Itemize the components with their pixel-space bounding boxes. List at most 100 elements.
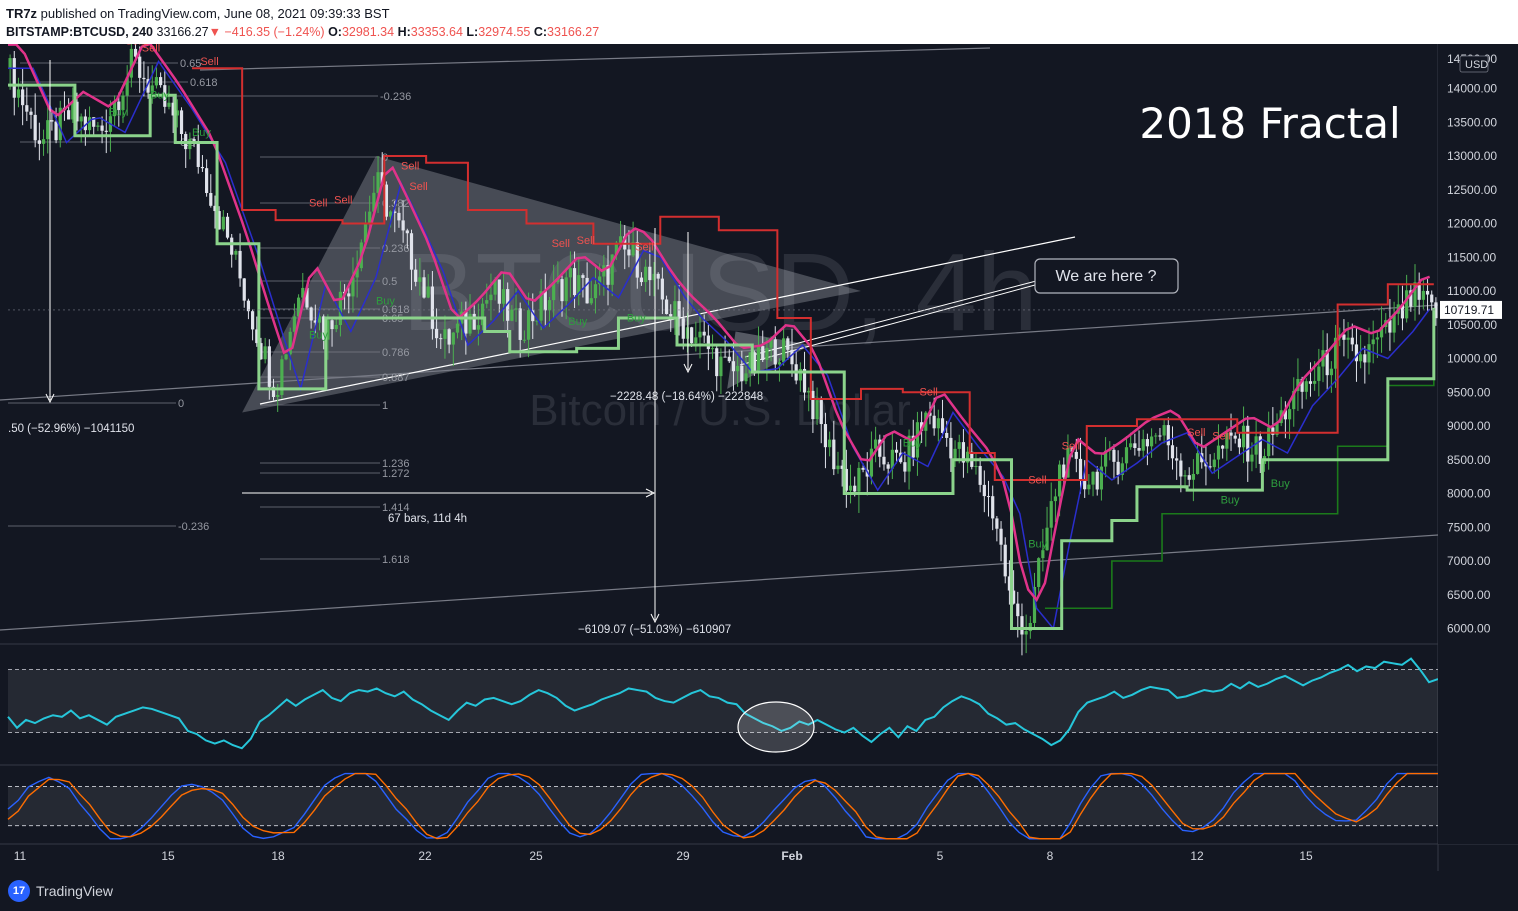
- candle-body: [543, 291, 547, 311]
- sell-signal-label: Sell: [309, 198, 327, 210]
- candle-body: [480, 303, 485, 326]
- candle-body: [121, 95, 125, 111]
- candle-body: [1250, 454, 1254, 462]
- candle-body: [890, 449, 894, 469]
- candle-body: [363, 222, 368, 243]
- candle-body: [765, 347, 769, 361]
- candle-body: [372, 192, 376, 212]
- candle-body: [468, 313, 472, 334]
- candle-body: [978, 465, 982, 485]
- candle-body: [1120, 463, 1124, 475]
- candle-body: [727, 356, 731, 362]
- candle-body: [999, 528, 1003, 545]
- sell-signal-label: Sell: [1062, 441, 1080, 453]
- candle-body: [1003, 544, 1007, 577]
- price-axis[interactable]: 14000.00 13500.00 13000.00 12500.00 12000.00…: [8, 44, 1518, 844]
- candle-body: [1083, 480, 1087, 490]
- candle-body: [434, 328, 439, 339]
- candle-body: [405, 230, 409, 234]
- candle-body: [37, 140, 41, 144]
- candle-body: [92, 117, 96, 127]
- high-label: H:: [397, 25, 411, 39]
- candle-body: [1371, 339, 1375, 345]
- candle-body: [1287, 409, 1292, 420]
- price-tick: 7000.00: [1447, 554, 1491, 568]
- fib-level-label: 1.618: [382, 554, 410, 566]
- fib-level-label: 0.618: [190, 77, 218, 89]
- candle-body: [485, 300, 489, 304]
- chart-area[interactable]: BTCUSD, 4h Bitcoin / U.S. Dollar 00.3820…: [0, 44, 1518, 871]
- candle-body: [397, 212, 401, 221]
- tradingview-logo-icon: 17: [8, 880, 30, 902]
- candle-body: [861, 467, 865, 470]
- candle-body: [330, 320, 334, 330]
- candle-body: [238, 250, 242, 279]
- buy-signal-label: Buy: [1028, 539, 1047, 551]
- candle-body: [263, 346, 267, 360]
- candle-body: [133, 48, 138, 57]
- price-tick: 11500.00: [1447, 250, 1496, 264]
- measure-label-3: −6109.07 (−51.03%) −610907: [578, 624, 731, 636]
- candle-body: [911, 435, 915, 458]
- fib-level-label: 1.414: [382, 502, 410, 514]
- fib-level-label: 0.5: [382, 276, 397, 288]
- sell-signal-label: Sell: [635, 242, 653, 254]
- candle-body: [271, 386, 276, 398]
- candle-body: [1283, 410, 1287, 420]
- time-axis[interactable]: 11 15 18 22 25 29 Feb 5 8 12 15: [14, 849, 1313, 863]
- candle-body: [936, 418, 940, 429]
- candle-body: [1007, 576, 1012, 591]
- candle-body: [313, 320, 317, 323]
- candle-body: [259, 343, 263, 360]
- candle-body: [1141, 439, 1145, 451]
- candle-body: [21, 89, 25, 106]
- candle-body: [225, 216, 230, 238]
- candle-body: [506, 289, 510, 321]
- candle-body: [736, 365, 740, 372]
- buy-signal-label: Buy: [1221, 495, 1240, 507]
- price-change: −416.35 (−1.24%): [224, 25, 325, 39]
- stoch-pane: 100.0050.000.00: [7, 767, 1484, 846]
- fib-level-label: 0.618: [382, 304, 410, 316]
- low-value: 32974.55: [478, 25, 531, 39]
- candle-body: [447, 329, 451, 345]
- supertrend-dark-green-line: [1044, 361, 1435, 610]
- candle-body: [1221, 445, 1225, 449]
- candle-body: [1216, 445, 1221, 460]
- candle-body: [1229, 432, 1233, 436]
- candle-body: [1417, 282, 1421, 300]
- candle-body: [230, 237, 234, 255]
- supertrend-red-line: [191, 67, 1434, 481]
- candle-body: [205, 168, 209, 194]
- candle-body: [782, 338, 786, 363]
- candle-body: [907, 435, 911, 472]
- candle-body: [1011, 590, 1016, 604]
- tradingview-logo[interactable]: 17 TradingView: [8, 880, 113, 902]
- candle-body: [982, 484, 986, 497]
- candle-body: [1208, 466, 1212, 468]
- candle-body: [493, 279, 497, 295]
- bars-range-label: 67 bars, 11d 4h: [388, 513, 467, 525]
- candle-body: [660, 278, 664, 300]
- candle-body: [593, 284, 598, 299]
- candle-body: [518, 308, 522, 340]
- candle-body: [940, 418, 945, 433]
- candle-body: [1103, 450, 1108, 467]
- candle-body: [1388, 320, 1392, 333]
- price-tick: 13500.00: [1447, 115, 1497, 129]
- candle-body: [351, 277, 355, 297]
- ohlc-legend: BITSTAMP:BTCUSD, 240 33166.27▼ −416.35 (…: [6, 25, 599, 39]
- candle-body: [1124, 447, 1129, 464]
- candle-body: [1187, 475, 1191, 480]
- candle-body: [526, 310, 531, 340]
- candle-body: [1195, 453, 1200, 474]
- candle-body: [853, 485, 857, 492]
- author-name[interactable]: TR7z: [6, 6, 38, 21]
- candle-body: [1421, 290, 1425, 300]
- currency-badge: [1459, 55, 1489, 73]
- buy-signal-label: Buy: [376, 296, 395, 308]
- candle-body: [957, 442, 961, 449]
- candle-body: [192, 139, 196, 143]
- candle-body: [251, 311, 255, 330]
- symbol-label[interactable]: BITSTAMP:BTCUSD, 240: [6, 25, 154, 39]
